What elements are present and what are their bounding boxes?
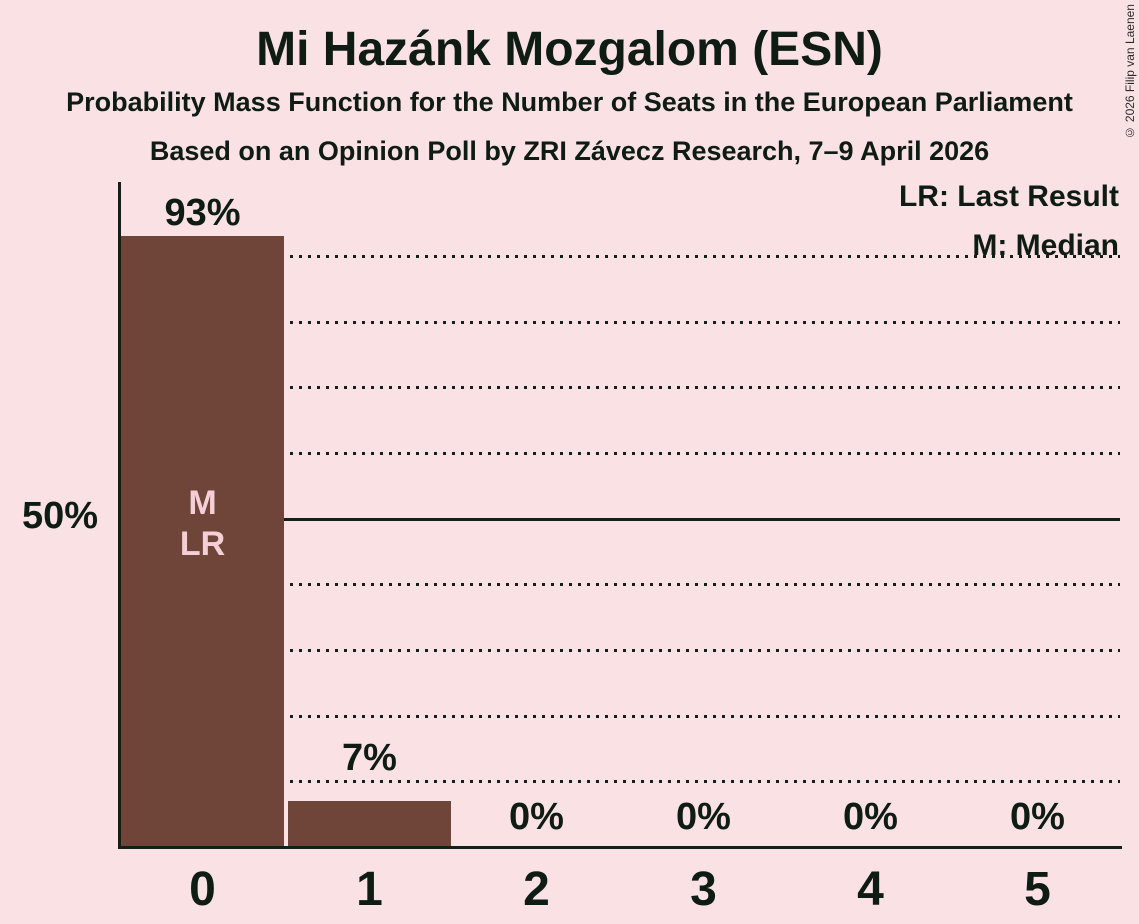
gridline-70pct	[119, 386, 1120, 389]
chart-poll-source: Based on an Opinion Poll by ZRI Závecz R…	[149, 136, 990, 166]
x-axis-label-0: 0	[189, 863, 216, 916]
chart-title: Mi Hazánk Mozgalom (ESN)	[256, 23, 883, 76]
value-label-seats-1: 7%	[342, 737, 397, 779]
legend-median: M: Median	[972, 229, 1119, 262]
median-marker-label: M	[188, 484, 217, 522]
legend-last-result: LR: Last Result	[898, 180, 1119, 213]
gridline-90pct	[119, 255, 1120, 258]
median-last-result-marker: M LR	[121, 483, 284, 565]
gridline-40pct	[119, 583, 1120, 586]
value-label-seats-5: 0%	[1010, 796, 1065, 838]
gridline-30pct	[119, 649, 1120, 652]
gridline-80pct	[119, 321, 1120, 324]
x-axis-label-2: 2	[523, 863, 550, 916]
gridline-10pct	[119, 780, 1120, 783]
gridline-60pct	[119, 452, 1120, 455]
y-axis-line	[118, 182, 121, 848]
gridline-20pct	[119, 715, 1120, 718]
x-axis-label-4: 4	[857, 863, 884, 916]
y-axis-tick-label: 50%	[21, 495, 98, 537]
value-label-seats-4: 0%	[843, 796, 898, 838]
chart-subtitle: Probability Mass Function for the Number…	[66, 87, 1073, 117]
bar-seats-0	[121, 236, 284, 847]
x-axis-label-3: 3	[690, 863, 717, 916]
majority-line	[119, 518, 1120, 521]
value-label-seats-3: 0%	[676, 796, 731, 838]
value-label-seats-2: 0%	[509, 796, 564, 838]
value-label-seats-0: 93%	[164, 192, 241, 234]
x-axis-line	[118, 846, 1122, 849]
x-axis-label-5: 5	[1024, 863, 1051, 916]
bar-seats-1	[288, 801, 451, 847]
x-axis-label-1: 1	[356, 863, 383, 916]
copyright-notice: © 2026 Filip van Laenen	[1123, 4, 1137, 140]
last-result-marker-label: LR	[179, 525, 226, 563]
